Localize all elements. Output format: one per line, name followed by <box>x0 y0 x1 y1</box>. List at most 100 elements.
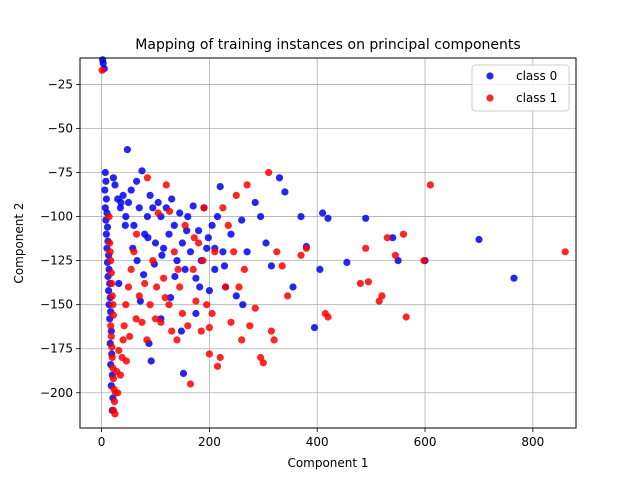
legend-box <box>471 64 570 112</box>
data-point <box>205 350 213 358</box>
grid-lines <box>80 58 576 428</box>
data-point <box>138 318 146 326</box>
data-point <box>203 244 211 252</box>
x-tick-label: 0 <box>98 435 106 449</box>
data-point <box>243 248 251 256</box>
data-point <box>192 297 200 305</box>
data-point <box>167 294 175 302</box>
data-point <box>141 279 149 288</box>
data-point <box>157 318 165 326</box>
data-point <box>109 311 117 319</box>
data-point <box>168 195 176 203</box>
data-point <box>115 346 123 355</box>
data-point <box>108 343 116 351</box>
data-point <box>111 181 119 189</box>
data-point <box>267 262 275 270</box>
data-point <box>302 244 310 252</box>
data-point <box>138 167 146 175</box>
data-point <box>132 315 140 323</box>
data-point <box>151 315 160 323</box>
data-point <box>119 191 127 199</box>
data-point <box>144 234 152 242</box>
data-point <box>127 186 135 194</box>
data-point <box>238 336 246 344</box>
data-point <box>170 221 178 229</box>
data-point <box>122 357 130 365</box>
data-point <box>178 239 186 247</box>
data-point <box>383 234 391 242</box>
data-point <box>160 244 168 252</box>
data-point <box>119 336 127 344</box>
data-point <box>162 181 170 189</box>
data-point <box>107 332 115 340</box>
data-point <box>108 353 116 362</box>
data-point <box>184 213 192 221</box>
x-tick-label: 600 <box>414 435 437 449</box>
data-point <box>235 283 243 291</box>
data-point <box>158 251 166 259</box>
data-point <box>117 198 125 207</box>
data-point <box>109 174 117 182</box>
data-point <box>324 214 332 222</box>
data-point <box>389 234 397 242</box>
data-point <box>140 271 148 279</box>
data-point <box>197 327 205 335</box>
data-point <box>239 301 247 309</box>
data-point <box>176 209 184 217</box>
data-point <box>149 204 157 212</box>
data-point <box>110 398 119 406</box>
data-point <box>211 248 219 256</box>
data-point <box>149 257 157 265</box>
data-point <box>211 265 219 273</box>
data-point <box>297 213 305 221</box>
data-point <box>165 230 173 238</box>
data-point <box>204 234 212 242</box>
y-tick-label: −50 <box>48 121 73 135</box>
data-point <box>289 283 297 291</box>
data-point <box>281 188 289 196</box>
data-point <box>208 309 216 318</box>
data-point <box>222 283 230 291</box>
data-point <box>284 292 292 300</box>
y-tick-label: −75 <box>48 166 73 180</box>
data-point <box>251 304 259 312</box>
data-point <box>146 191 154 199</box>
data-point <box>257 353 265 362</box>
data-point <box>143 213 151 221</box>
data-point <box>192 309 200 318</box>
data-point <box>170 248 178 256</box>
y-tick-label: −150 <box>40 298 73 312</box>
data-point <box>115 279 123 288</box>
data-point <box>151 239 160 247</box>
data-point <box>116 204 124 212</box>
data-point <box>230 248 238 256</box>
data-point <box>324 313 332 321</box>
data-point <box>195 227 203 235</box>
data-point <box>275 174 284 182</box>
data-point <box>105 287 113 295</box>
data-point <box>102 177 110 185</box>
legend-label-class-0: class 0 <box>516 69 557 83</box>
data-point <box>510 274 518 282</box>
data-point <box>364 278 372 286</box>
data-point <box>147 357 155 365</box>
data-point <box>108 279 116 288</box>
data-point <box>402 313 410 321</box>
data-point <box>391 251 399 259</box>
data-point <box>195 239 203 247</box>
data-point <box>259 359 267 367</box>
data-point <box>246 322 254 330</box>
data-point <box>102 195 110 203</box>
data-point <box>356 279 364 288</box>
data-point <box>319 209 327 217</box>
data-point <box>362 244 370 252</box>
data-point <box>107 327 115 335</box>
x-axis-label: Component 1 <box>287 456 368 470</box>
data-point <box>251 198 259 207</box>
data-point <box>232 191 240 199</box>
y-tick-label: −100 <box>40 210 73 224</box>
data-point <box>224 221 232 229</box>
y-tick-label: −125 <box>40 254 73 268</box>
data-point <box>262 239 270 247</box>
